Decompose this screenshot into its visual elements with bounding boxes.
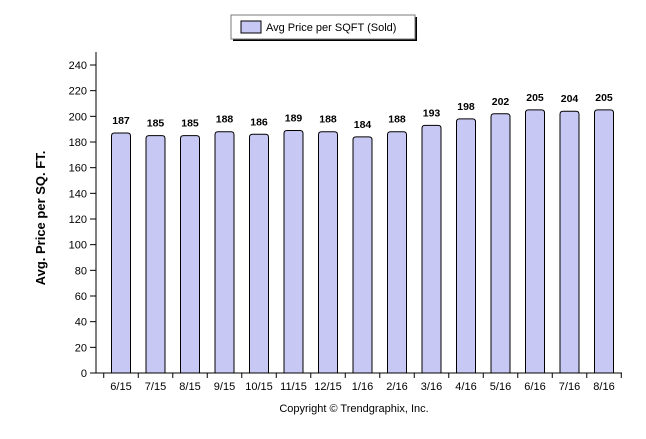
y-tick-label: 160	[69, 163, 87, 175]
data-label: 198	[457, 101, 475, 113]
bar-1-16	[352, 136, 373, 374]
data-labels: 187 185 185 188 186 189 188 184 188 193 198 202 205 2…	[112, 92, 613, 131]
data-label: 205	[526, 92, 544, 104]
y-tick-label: 240	[69, 60, 87, 72]
x-tick-label: 12/15	[314, 381, 342, 393]
y-tick-label: 60	[75, 291, 87, 303]
axes: 0 20 40 60 80 100 120 140 160 180 200 220 240 6/15 7/1…	[69, 52, 622, 393]
bar-5-16	[490, 113, 511, 374]
legend-swatch	[240, 20, 262, 34]
bar-8-16	[594, 109, 614, 374]
x-tick-label: 6/16	[524, 381, 545, 393]
x-tick-label: 4/16	[455, 381, 476, 393]
x-tick-label: 8/16	[593, 381, 614, 393]
y-tick-label: 220	[69, 86, 87, 98]
y-tick-label: 0	[81, 368, 87, 380]
bar-7-16	[559, 110, 580, 374]
y-tick-label: 140	[69, 188, 87, 200]
y-tick-label: 40	[75, 317, 87, 329]
x-tick-label: 8/15	[179, 381, 200, 393]
data-label: 185	[147, 118, 165, 130]
data-label: 193	[423, 107, 441, 119]
bars	[111, 109, 614, 374]
bar-7-15	[145, 135, 166, 374]
y-tick-label: 80	[75, 265, 87, 277]
y-tick-label: 200	[69, 111, 87, 123]
data-label: 187	[112, 115, 130, 127]
data-label: 189	[285, 112, 303, 124]
bar-12-15	[318, 131, 338, 374]
bar-8-15	[180, 135, 200, 374]
bar-6-15	[111, 132, 131, 374]
copyright-text: Copyright © Trendgraphix, Inc.	[279, 403, 428, 415]
x-tick-label: 3/16	[421, 381, 442, 393]
bar-11-15	[283, 129, 304, 374]
legend-label: Avg Price per SQFT (Sold)	[266, 22, 396, 34]
y-tick-label: 20	[75, 342, 87, 354]
data-label: 185	[181, 118, 199, 130]
data-label: 204	[561, 93, 579, 105]
data-label: 202	[492, 96, 510, 108]
bar-10-15	[249, 133, 269, 374]
bar-6-16	[525, 109, 545, 374]
bar-2-16	[387, 131, 407, 374]
data-label: 188	[216, 114, 234, 126]
data-label: 186	[250, 116, 268, 128]
x-tick-label: 6/15	[110, 381, 131, 393]
x-tick-label: 1/16	[352, 381, 373, 393]
y-axis-title: Avg. Price per SQ. FT.	[33, 151, 48, 286]
y-tick-label: 120	[69, 214, 87, 226]
legend: Avg Price per SQFT (Sold)	[230, 14, 417, 41]
y-tick-label: 100	[69, 240, 87, 252]
bar-9-15	[214, 131, 235, 374]
x-tick-label: 5/16	[490, 381, 511, 393]
bar-4-16	[456, 118, 476, 374]
y-tick-label: 180	[69, 137, 87, 149]
data-label: 184	[354, 119, 372, 131]
data-label: 205	[595, 92, 613, 104]
x-tick-label: 2/16	[386, 381, 407, 393]
x-tick-label: 11/15	[280, 381, 307, 393]
x-tick-label: 7/15	[145, 381, 166, 393]
x-tick-label: 7/16	[559, 381, 580, 393]
data-label: 188	[319, 114, 337, 126]
x-tick-label: 9/15	[214, 381, 235, 393]
data-label: 188	[388, 114, 406, 126]
bar-3-16	[421, 124, 442, 374]
x-tick-label: 10/15	[245, 381, 273, 393]
